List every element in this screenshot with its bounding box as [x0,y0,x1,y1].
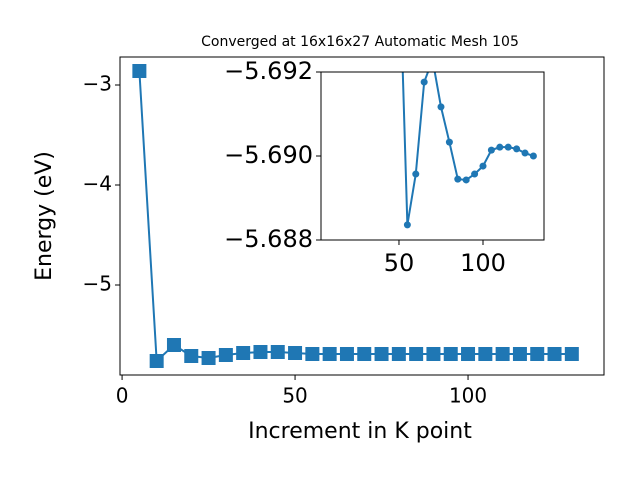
x-axis-label: Increment in K point [248,419,472,444]
marker [445,138,453,146]
x-tick-label: 100 [460,249,506,277]
plot-frame [119,56,605,376]
marker [504,143,512,151]
marker [462,176,470,184]
marker [288,346,303,360]
marker [305,347,320,361]
marker [403,221,411,229]
x-tick-label: 0 [116,384,129,408]
y-tick-label: −5.690 [224,141,313,169]
y-tick-label: −5.692 [224,57,313,85]
marker [443,347,458,361]
marker [409,347,424,361]
marker [270,345,285,359]
marker [420,78,428,86]
marker [461,347,476,361]
marker [496,143,504,151]
marker [495,347,510,361]
marker [426,347,441,361]
marker [391,347,406,361]
x-tick-label: 50 [384,249,415,277]
plot-clip [401,72,537,229]
marker [437,103,445,111]
x-tick-label: 100 [449,384,487,408]
marker [487,146,495,154]
marker [513,145,521,153]
marker [529,152,537,160]
plot-area [321,72,544,240]
marker [357,347,372,361]
marker [132,64,147,78]
marker [512,347,527,361]
marker [479,162,487,170]
marker [412,170,420,178]
y-tick-label: −3 [83,72,112,96]
y-tick-label: −5 [83,272,112,296]
marker [547,347,562,361]
y-tick-label: −4 [83,172,112,196]
marker [166,338,181,352]
chart-title: Converged at 16x16x27 Automatic Mesh 105 [201,34,519,50]
marker [564,347,579,361]
marker [218,348,233,362]
marker [530,347,545,361]
marker [253,345,268,359]
marker [201,351,216,365]
marker [521,149,529,157]
x-tick-label: 50 [282,384,307,408]
marker [184,349,199,363]
marker [374,347,389,361]
marker [471,170,479,178]
plot-clip [132,64,579,368]
marker [236,346,251,360]
y-axis-label: Energy (eV) [32,151,57,281]
marker [322,347,337,361]
marker [478,347,493,361]
marker [454,175,462,183]
y-tick-label: −5.688 [224,225,313,253]
marker [339,347,354,361]
plot-frame [320,71,545,241]
marker [149,354,164,368]
